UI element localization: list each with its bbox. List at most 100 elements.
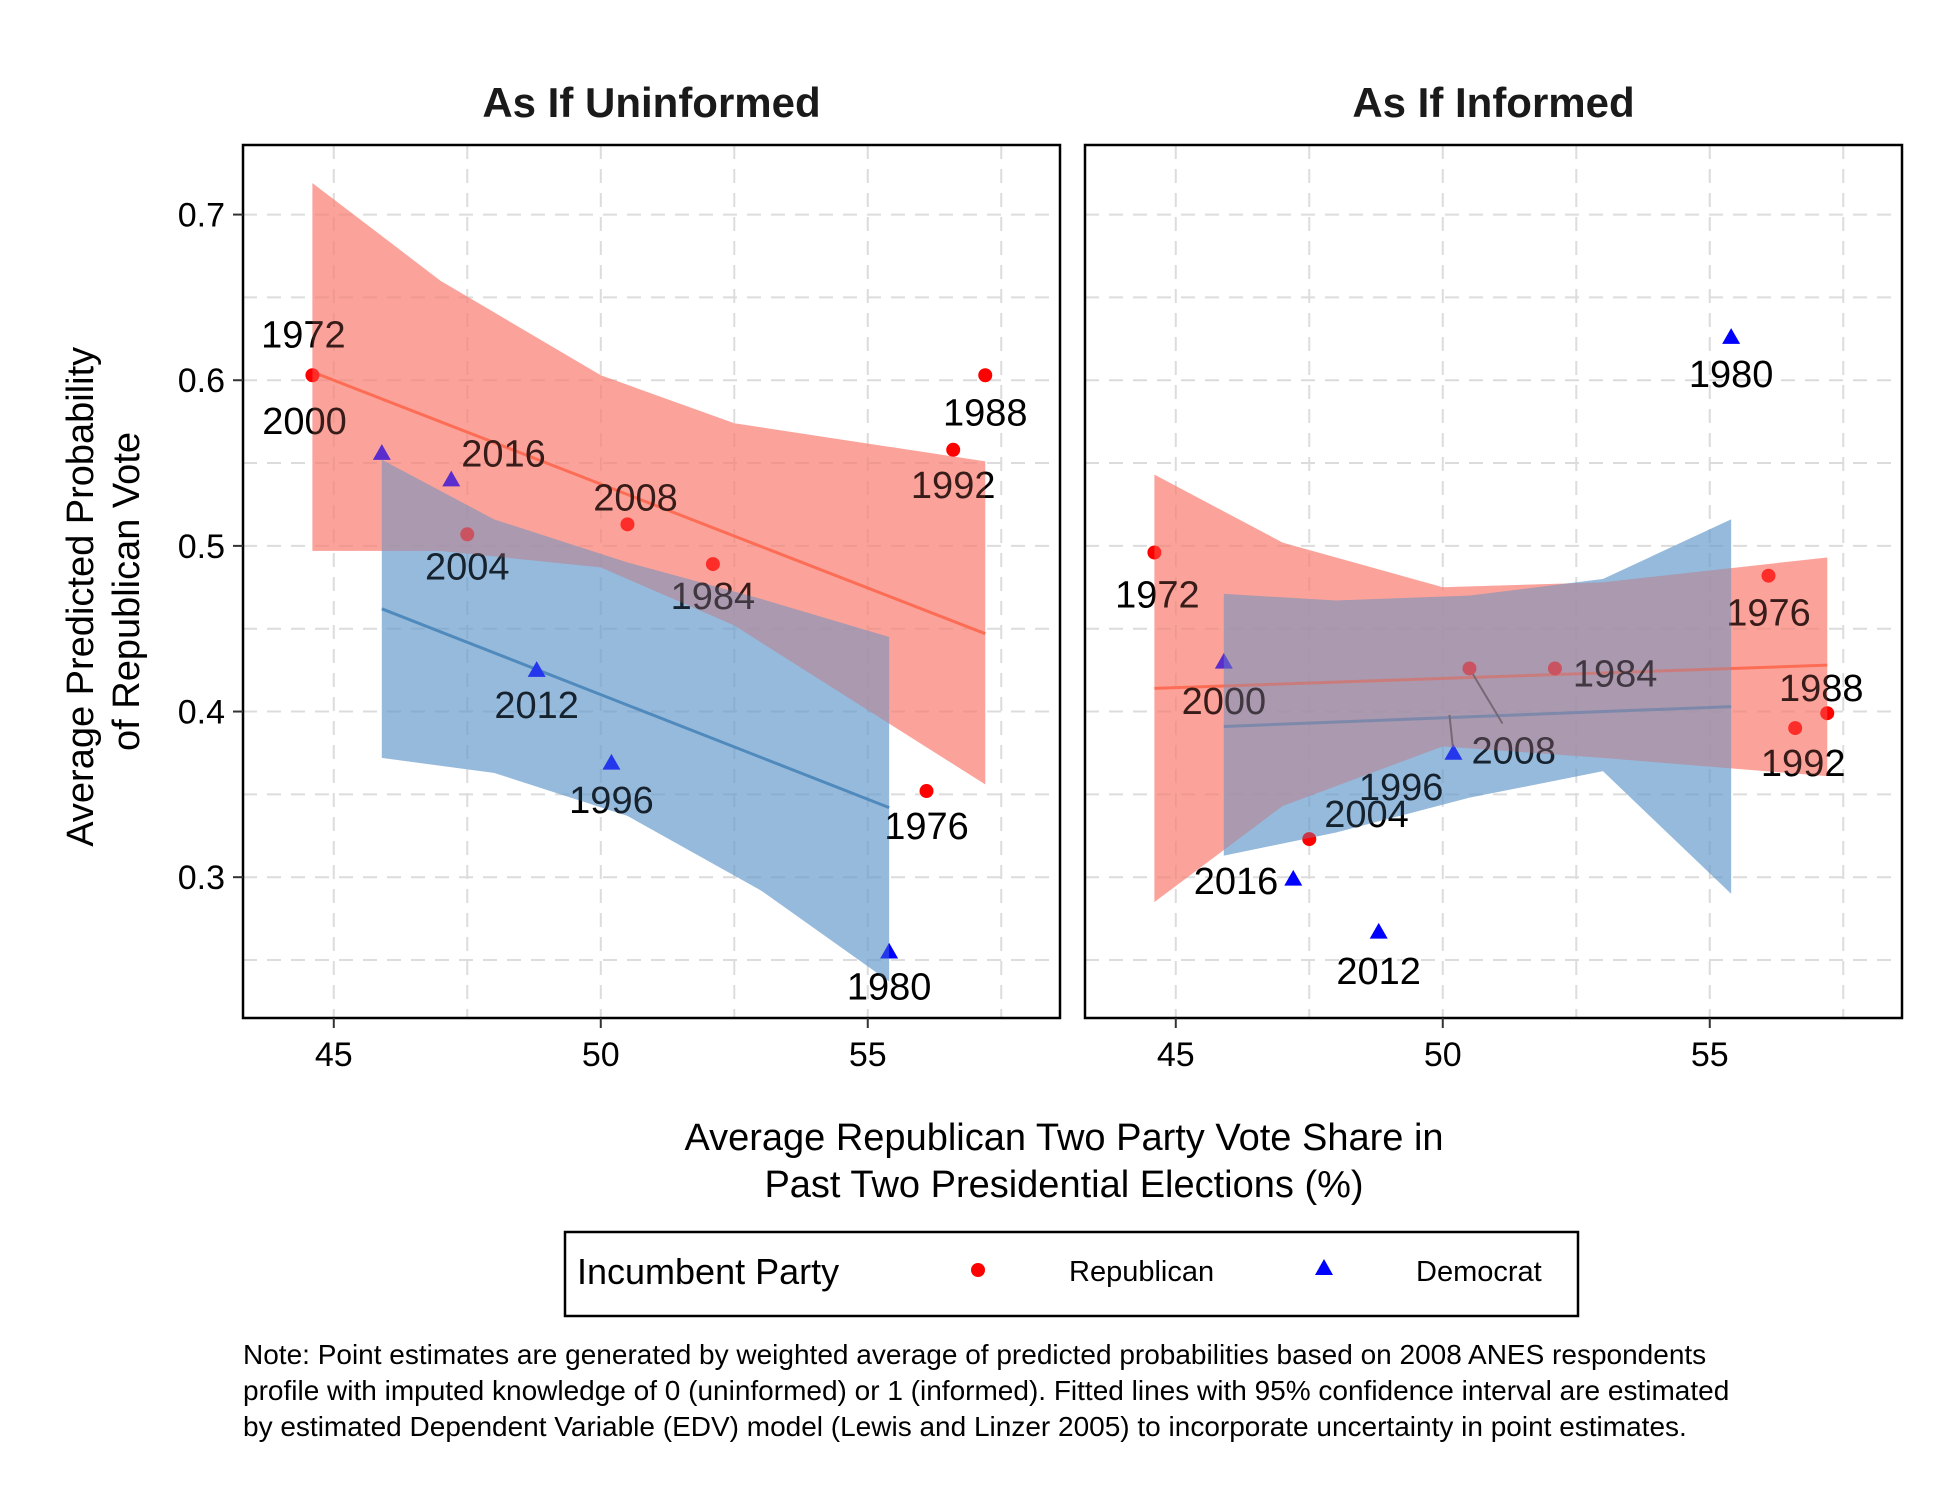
note-line-2: profile with imputed knowledge of 0 (uni…: [243, 1375, 1730, 1406]
legend-title: Incumbent Party: [577, 1251, 839, 1292]
y-axis-ticks: 0.3 0.4 0.5 0.6 0.7: [178, 197, 243, 897]
y-axis-label-line-1: Average Predicted Probability: [60, 347, 102, 847]
republican-band-tint: [1154, 474, 1828, 903]
democrat-label-tint: [381, 459, 890, 982]
legend-democrat-label: Democrat: [1416, 1256, 1542, 1288]
band-overlay: [1154, 474, 1828, 903]
point-label-1972: 1972: [1115, 575, 1200, 617]
point-label-2016: 2016: [1194, 861, 1279, 903]
chart-panels: 1972 1976 1984 1988 1992 2004 2008 1980 1996 2000…: [178, 79, 1904, 1074]
point-republican-2004: [1302, 832, 1317, 847]
point-republican-2004: [460, 527, 475, 542]
panel-border: [241, 143, 1062, 1020]
panel-informed: 1972 1976 1984 1988 1992 2004 2008 1980 1996 2000…: [1083, 79, 1904, 1074]
point-democrat-1996: [1444, 743, 1463, 760]
republican-fit-line: [1154, 663, 1828, 690]
point-label-2012: 2012: [494, 685, 579, 727]
point-republican-1988: [1820, 706, 1835, 721]
point-democrat-1980: [880, 942, 899, 959]
point-republican-1976: [1761, 568, 1776, 583]
point-labels: 1972 1976 1984 1988 1992 2004 2008 1980 1996 2000…: [1115, 354, 1863, 993]
y-axis-label: Average Predicted Probability of Republi…: [60, 336, 148, 846]
legend-box: [563, 1230, 1580, 1318]
x-axis-label-line-2: Past Two Presidential Elections (%): [764, 1164, 1363, 1206]
republican-label-tint: [1154, 474, 1828, 903]
data-points: [1147, 328, 1835, 939]
point-label-1984: 1984: [1573, 653, 1658, 695]
democrat-confidence-band: [381, 459, 890, 982]
y-tick-label: 0.4: [178, 694, 225, 732]
point-republican-1988: [978, 368, 993, 383]
point-republican-2008: [1462, 661, 1477, 676]
y-tick-label: 0.7: [178, 197, 225, 235]
democrat-fit-line: [381, 607, 890, 810]
y-tick-label: 0.6: [178, 362, 225, 400]
point-democrat-2012: [527, 661, 546, 677]
republican-fit-line: [311, 370, 986, 636]
point-labels: 1972 1976 1984 1988 1992 2004 2008 1980 1996 2000…: [261, 314, 1027, 1008]
label-band-tint: [1154, 474, 1828, 903]
point-republican-2008: [620, 517, 635, 532]
point-label-1988: 1988: [943, 392, 1028, 434]
point-republican-1972: [1147, 545, 1162, 560]
x-tick-label: 45: [1157, 1036, 1195, 1074]
x-axis-ticks: 45 50 55: [315, 1018, 887, 1074]
point-label-1984: 1984: [671, 576, 756, 618]
point-label-2008: 2008: [1471, 730, 1556, 772]
point-label-2000: 2000: [1182, 681, 1267, 723]
panel-border: [1083, 143, 1904, 1020]
label-band-tint: [312, 183, 986, 982]
point-label-1976: 1976: [1726, 593, 1811, 635]
point-republican-1976: [919, 784, 934, 799]
point-democrat-2000: [372, 444, 391, 460]
note-line-1: Note: Point estimates are generated by w…: [243, 1339, 1707, 1370]
point-republican-1984: [705, 557, 720, 572]
x-axis-ticks: 45 50 55: [1157, 1018, 1729, 1074]
point-label-1988: 1988: [1779, 668, 1864, 710]
point-label-1976: 1976: [884, 806, 969, 848]
democrat-label-tint: [1223, 519, 1732, 894]
panel-title: As If Uninformed: [482, 79, 820, 126]
data-points: [305, 368, 993, 959]
x-tick-label: 55: [849, 1036, 887, 1074]
note-line-3: by estimated Dependent Variable (EDV) mo…: [243, 1411, 1687, 1442]
legend-democrat-marker: [1315, 1259, 1333, 1275]
democrat-fit-line: [1223, 705, 1732, 728]
x-axis-label-line-1: Average Republican Two Party Vote Share …: [684, 1117, 1443, 1159]
republican-label-tint: [312, 183, 986, 785]
democrat-confidence-band: [1223, 519, 1732, 894]
legend-republican-label: Republican: [1069, 1256, 1214, 1288]
legend: Incumbent Party Republican Democrat: [563, 1230, 1580, 1318]
point-label-1992: 1992: [1761, 743, 1846, 785]
point-label-2004: 2004: [1324, 794, 1409, 836]
point-republican-1992: [1788, 721, 1803, 736]
point-democrat-2016: [1284, 869, 1303, 886]
point-label-2012: 2012: [1336, 951, 1421, 993]
point-republican-1984: [1547, 661, 1562, 676]
y-tick-label: 0.5: [178, 528, 225, 566]
x-tick-label: 45: [315, 1036, 353, 1074]
point-republican-1972: [305, 368, 320, 383]
democrat-band-tint: [1223, 519, 1732, 894]
y-axis-label-line-2: of Republican Vote: [106, 432, 148, 751]
point-democrat-1980: [1722, 328, 1741, 344]
point-democrat-2012: [1369, 922, 1388, 939]
point-label-1980: 1980: [1689, 354, 1774, 396]
panel-title: As If Informed: [1352, 79, 1634, 126]
point-label-1980: 1980: [847, 967, 932, 1009]
point-republican-1992: [946, 442, 961, 457]
democrat-band-tint: [381, 459, 890, 982]
point-label-2000: 2000: [262, 401, 347, 443]
x-tick-label: 50: [1424, 1036, 1462, 1074]
fits: [311, 183, 986, 982]
point-label-2008: 2008: [593, 477, 678, 519]
y-tick-label: 0.3: [178, 859, 225, 897]
panel-uninformed: 1972 1976 1984 1988 1992 2004 2008 1980 1996 2000…: [178, 79, 1062, 1074]
point-democrat-2000: [1214, 652, 1233, 669]
republican-band-tint: [312, 183, 986, 785]
point-democrat-1996: [602, 753, 621, 770]
legend-republican-marker: [971, 1263, 985, 1277]
fits: [1154, 474, 1828, 903]
figure-note: Note: Point estimates are generated by w…: [243, 1337, 1943, 1445]
